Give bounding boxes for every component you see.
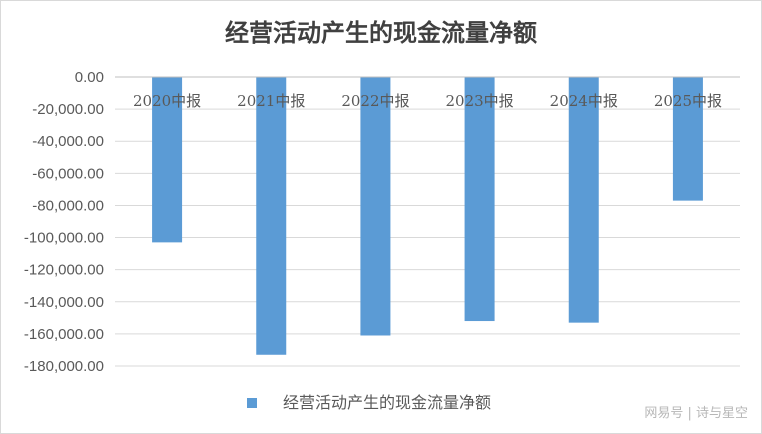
x-tick-label: 2020中报 bbox=[133, 92, 201, 110]
watermark: 网易号 | 诗与星空 bbox=[644, 406, 748, 421]
y-tick-label: -20,000.00 bbox=[32, 101, 104, 118]
legend-label: 经营活动产生的现金流量净额 bbox=[283, 393, 491, 412]
y-tick-label: -180,000.00 bbox=[24, 358, 104, 375]
legend-swatch bbox=[247, 398, 257, 408]
x-tick-label: 2025中报 bbox=[654, 92, 722, 110]
bar bbox=[360, 77, 391, 336]
y-tick-label: 0.00 bbox=[75, 69, 104, 86]
bar bbox=[464, 77, 495, 322]
x-axis-tick-labels: 2020中报 2021中报 2022中报 2023中报 2024中报 2025中报 bbox=[133, 92, 722, 110]
y-tick-label: -40,000.00 bbox=[32, 133, 104, 150]
chart-title: 经营活动产生的现金流量净额 bbox=[225, 18, 537, 47]
gridlines bbox=[115, 76, 740, 367]
x-tick-label: 2022中报 bbox=[341, 92, 409, 110]
y-tick-label: -80,000.00 bbox=[32, 197, 104, 214]
x-tick-label: 2023中报 bbox=[445, 92, 513, 110]
y-tick-label: -160,000.00 bbox=[24, 326, 104, 343]
bar bbox=[568, 77, 599, 323]
bar-series bbox=[152, 77, 703, 355]
y-tick-label: -60,000.00 bbox=[32, 165, 104, 182]
x-tick-label: 2024中报 bbox=[550, 92, 618, 110]
legend: 经营活动产生的现金流量净额 bbox=[247, 393, 491, 412]
y-tick-label: -140,000.00 bbox=[24, 294, 104, 311]
y-tick-label: -100,000.00 bbox=[24, 230, 104, 247]
bar bbox=[672, 77, 703, 201]
y-tick-label: -120,000.00 bbox=[24, 262, 104, 279]
bar bbox=[152, 77, 183, 243]
x-tick-label: 2021中报 bbox=[237, 92, 305, 110]
bar bbox=[256, 77, 287, 355]
y-axis-tick-labels: 0.00 -20,000.00 -40,000.00 -60,000.00 -80,00… bbox=[24, 69, 104, 375]
